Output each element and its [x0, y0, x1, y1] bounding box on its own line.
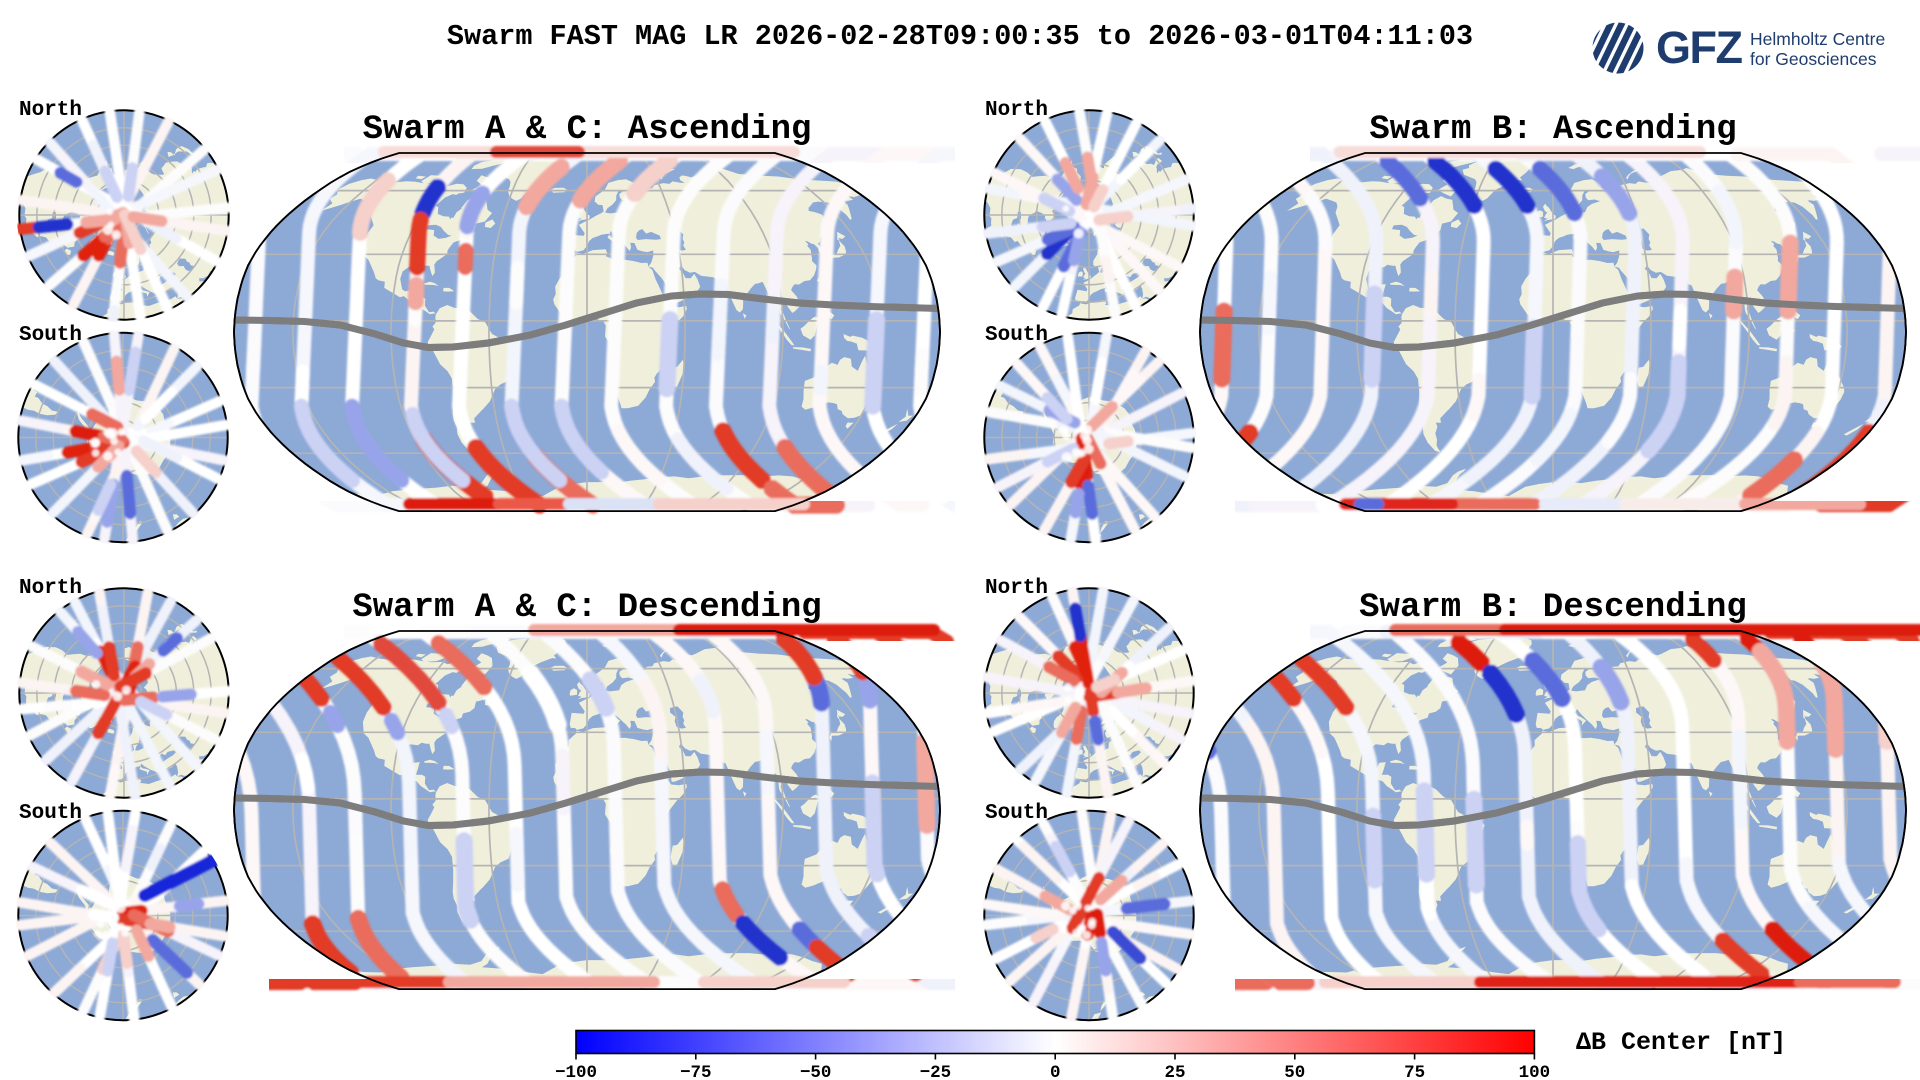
svg-text:North: North	[19, 99, 82, 122]
svg-text:South: South	[985, 324, 1048, 347]
svg-text:100: 100	[1519, 1063, 1551, 1080]
svg-text:for Geosciences: for Geosciences	[1750, 49, 1877, 69]
svg-text:−50: −50	[800, 1063, 832, 1080]
svg-text:−100: −100	[555, 1063, 597, 1080]
svg-text:North: North	[19, 577, 82, 600]
svg-text:25: 25	[1164, 1063, 1185, 1080]
svg-text:South: South	[19, 802, 82, 825]
svg-text:North: North	[985, 99, 1048, 122]
svg-text:Swarm A & C: Ascending: Swarm A & C: Ascending	[363, 111, 812, 149]
svg-text:−25: −25	[920, 1063, 952, 1080]
svg-text:Helmholtz Centre: Helmholtz Centre	[1750, 29, 1885, 49]
svg-text:50: 50	[1284, 1063, 1305, 1080]
svg-text:South: South	[19, 324, 82, 347]
svg-text:Swarm B: Descending: Swarm B: Descending	[1359, 589, 1747, 627]
svg-text:GFZ: GFZ	[1656, 22, 1742, 73]
svg-text:75: 75	[1404, 1063, 1425, 1080]
svg-text:Swarm FAST MAG LR 2026-02-28T0: Swarm FAST MAG LR 2026-02-28T09:00:35 to…	[447, 20, 1473, 53]
svg-text:Swarm B: Ascending: Swarm B: Ascending	[1369, 111, 1736, 149]
svg-text:Swarm A & C: Descending: Swarm A & C: Descending	[352, 589, 821, 627]
svg-text:North: North	[985, 577, 1048, 600]
svg-text:ΔB Center [nT]: ΔB Center [nT]	[1576, 1028, 1786, 1057]
svg-text:0: 0	[1050, 1063, 1061, 1080]
svg-text:−75: −75	[680, 1063, 712, 1080]
svg-text:South: South	[985, 802, 1048, 825]
